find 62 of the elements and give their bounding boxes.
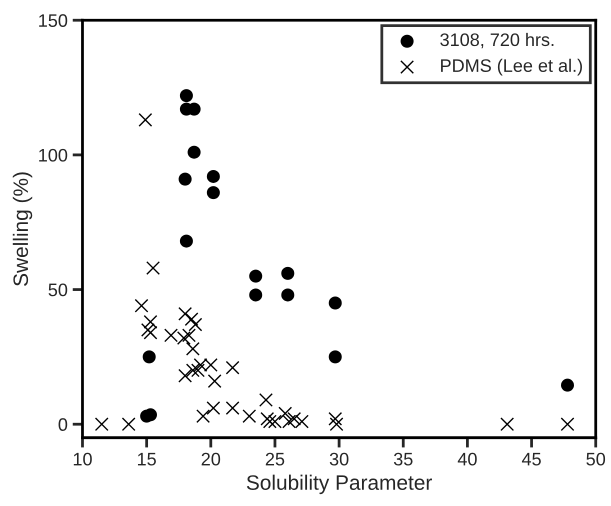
point bbox=[142, 350, 156, 364]
point bbox=[226, 360, 240, 375]
point bbox=[206, 186, 220, 200]
point bbox=[260, 412, 274, 426]
point bbox=[278, 406, 292, 420]
point bbox=[122, 417, 136, 432]
point bbox=[144, 314, 158, 329]
point bbox=[191, 363, 205, 378]
point bbox=[180, 89, 193, 102]
legend-label: PDMS (Lee et al.) bbox=[441, 58, 582, 76]
x-tick-label: 45 bbox=[522, 452, 541, 466]
y-tick-label: 0 bbox=[58, 418, 68, 431]
y-tick-label: 150 bbox=[39, 14, 68, 27]
legend-label: 3108, 720 hrs. bbox=[440, 32, 554, 48]
point bbox=[281, 288, 294, 302]
x-tick-label: 25 bbox=[266, 452, 284, 466]
point bbox=[242, 409, 256, 424]
point bbox=[330, 417, 344, 432]
point bbox=[146, 261, 160, 275]
point bbox=[249, 288, 262, 302]
point bbox=[178, 306, 192, 321]
point bbox=[206, 170, 220, 183]
point bbox=[188, 318, 202, 332]
point bbox=[186, 363, 200, 378]
point bbox=[134, 298, 148, 313]
point bbox=[188, 146, 201, 159]
point bbox=[560, 417, 574, 432]
point bbox=[249, 270, 262, 283]
point bbox=[196, 409, 210, 424]
point bbox=[94, 417, 109, 432]
x-tick-label: 10 bbox=[74, 452, 92, 466]
point bbox=[208, 374, 222, 388]
point bbox=[141, 323, 155, 337]
point bbox=[281, 266, 294, 280]
x-tick-label: 35 bbox=[394, 452, 413, 466]
point bbox=[500, 417, 514, 432]
point bbox=[287, 412, 302, 426]
x-tick-label: 15 bbox=[138, 452, 156, 466]
point bbox=[184, 312, 198, 326]
point bbox=[180, 234, 193, 248]
point bbox=[328, 350, 342, 364]
point bbox=[178, 172, 192, 186]
point bbox=[206, 401, 220, 415]
point bbox=[560, 378, 574, 392]
y-tick-label: 50 bbox=[48, 283, 68, 296]
point bbox=[182, 328, 196, 342]
point bbox=[144, 326, 158, 340]
x-tick-label: 40 bbox=[458, 452, 477, 466]
x-tick-label: 20 bbox=[202, 452, 220, 466]
x-tick-label: 30 bbox=[330, 452, 348, 466]
point bbox=[262, 414, 277, 428]
point bbox=[328, 412, 342, 426]
y-axis-title: Swelling (%) bbox=[12, 172, 32, 286]
y-tick-label: 100 bbox=[39, 148, 68, 162]
point bbox=[178, 368, 192, 383]
point bbox=[186, 342, 200, 356]
point bbox=[259, 393, 273, 407]
x-tick-label: 50 bbox=[586, 452, 606, 466]
point bbox=[328, 296, 342, 310]
point bbox=[138, 112, 152, 127]
x-axis-title: Solubility Parameter bbox=[246, 474, 432, 494]
point bbox=[226, 401, 240, 415]
